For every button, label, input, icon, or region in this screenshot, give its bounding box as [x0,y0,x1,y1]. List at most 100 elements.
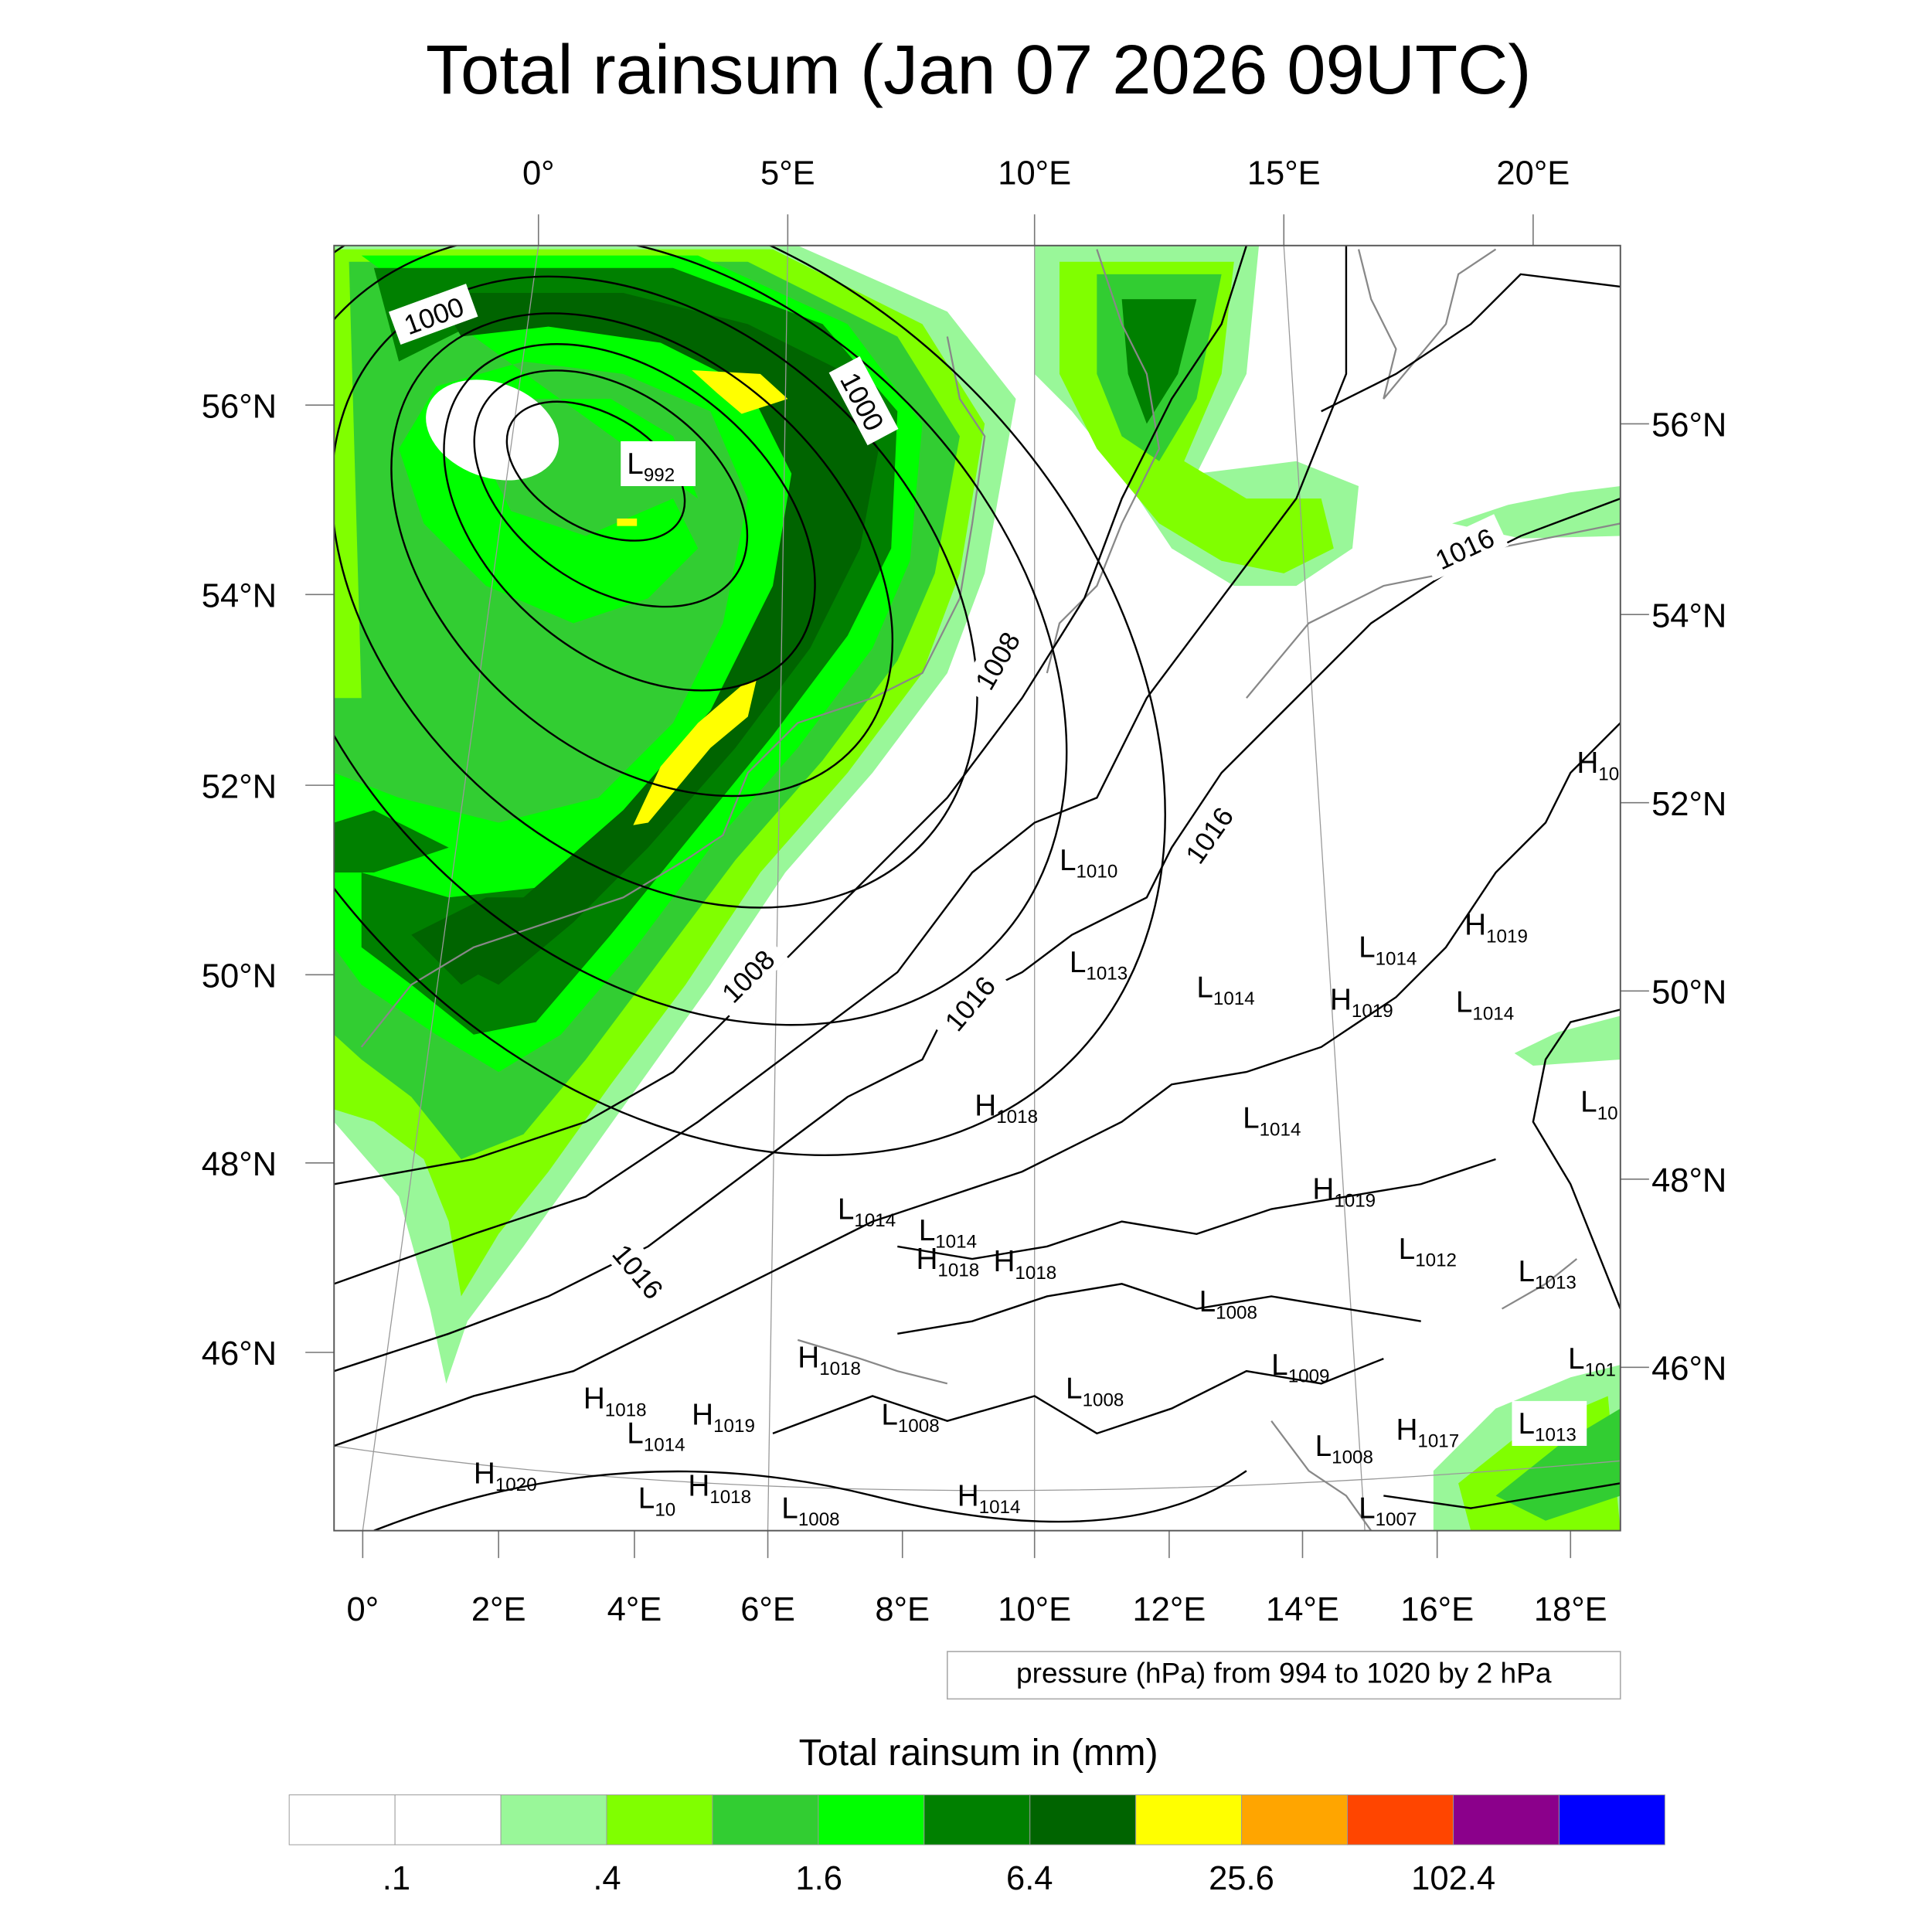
high-pressure-label: H1018 [688,1469,751,1508]
low-pressure-label: L1007 [1359,1492,1417,1531]
top-longitude-axis: 0° 5°E 10°E 15°E 20°E [522,155,1570,246]
colorbar-label: .4 [593,1860,621,1897]
pressure-center-letter: L [1243,1102,1260,1135]
pressure-center-letter: L [638,1482,655,1515]
pressure-center-value: 1009 [1288,1366,1330,1387]
high-pressure-label: H1018 [993,1245,1056,1284]
right-lat-label: 46°N [1651,1350,1726,1387]
pressure-center-letter: L [881,1399,898,1432]
left-lat-label: 48°N [202,1146,277,1183]
low-pressure-label: L1014 [1196,971,1254,1009]
pressure-center-letter: L [1070,946,1087,979]
pressure-center-value: 1012 [1415,1250,1457,1271]
pressure-center-value: 10 [1597,1103,1618,1124]
contour-info-text: pressure (hPa) from 994 to 1020 by 2 hPa [1016,1656,1552,1689]
low-pressure-label: L992 [627,447,675,486]
low-pressure-label: L10 [1580,1086,1617,1124]
bottom-lon-label: 8°E [875,1591,930,1628]
pressure-center-letter: H [1464,909,1486,942]
figure-title: Total rainsum (Jan 07 2026 09UTC) [426,31,1532,109]
pressure-center-value: 1013 [1086,964,1128,985]
high-pressure-label: H1014 [957,1479,1021,1518]
pressure-center-value: 101 [1585,1360,1616,1381]
bottom-lon-label: 14°E [1266,1591,1339,1628]
top-lon-label: 20°E [1496,155,1570,192]
pressure-center-value: 1007 [1376,1509,1417,1530]
colorbar-swatch [1347,1794,1454,1845]
colorbar-swatch [1135,1794,1243,1845]
pressure-center-letter: L [1568,1342,1585,1376]
left-lat-label: 46°N [202,1335,277,1372]
colorbar-swatch [1029,1794,1137,1845]
high-pressure-label: H1018 [975,1090,1038,1128]
pressure-center-letter: L [1456,986,1473,1019]
pressure-center-value: 1008 [1332,1447,1373,1468]
colorbar-swatch [818,1794,925,1845]
pressure-center-value: 10 [1598,764,1619,785]
high-pressure-label: H10 [1577,747,1619,785]
colorbar-labels: .1 .4 1.6 6.4 25.6 102.4 [383,1860,1495,1897]
colorbar-swatch [1558,1794,1665,1845]
pressure-center-letter: L [1315,1430,1332,1463]
top-lon-label: 5°E [760,155,815,192]
colorbar-swatch [606,1794,713,1845]
bottom-longitude-axis: 0° 2°E 4°E 6°E 8°E 10°E 12°E 14°E 16°E 1… [347,1530,1607,1628]
pressure-center-value: 1018 [937,1260,979,1281]
pressure-center-value: 992 [644,465,675,486]
pressure-center-letter: H [1330,983,1352,1016]
high-pressure-label: H1019 [1464,909,1528,947]
low-pressure-label: L1013 [1519,1255,1577,1294]
bottom-lon-label: 0° [347,1591,379,1628]
pressure-center-letter: H [916,1243,937,1276]
colorbar-label: 1.6 [795,1860,842,1897]
pressure-center-value: 1008 [898,1416,940,1437]
top-lon-label: 10°E [998,155,1071,192]
pressure-center-value: 1014 [1260,1119,1301,1140]
colorbar-title: Total rainsum in (mm) [799,1732,1158,1774]
map-frame [333,244,1621,1532]
high-pressure-label: H1019 [1312,1173,1376,1212]
low-pressure-label: L1008 [1066,1372,1124,1411]
colorbar-swatch [923,1794,1031,1845]
right-latitude-axis: 56°N 54°N 52°N 50°N 48°N 46°N [1620,407,1726,1387]
left-lat-label: 54°N [202,577,277,614]
left-lat-label: 50°N [202,957,277,995]
colorbar-swatch [288,1794,396,1845]
pressure-center-value: 1014 [979,1497,1021,1518]
top-lon-label: 15°E [1247,155,1321,192]
pressure-center-value: 1014 [1472,1003,1514,1024]
low-pressure-label: L10 [638,1482,675,1521]
pressure-center-letter: H [688,1469,709,1502]
low-pressure-label: L1014 [1243,1102,1301,1141]
pressure-center-letter: L [919,1214,936,1247]
high-pressure-label: H1018 [916,1243,979,1281]
pressure-center-letter: L [1519,1407,1536,1440]
low-pressure-label: L1012 [1399,1233,1457,1271]
low-pressure-label: L1008 [881,1399,939,1437]
low-pressure-label: L1010 [1060,844,1117,883]
rainfall-shading [334,245,1621,1531]
pressure-contours [334,245,1621,1531]
colorbar-swatch [712,1794,819,1845]
high-pressure-label: H1017 [1396,1413,1459,1452]
colorbar-label: .1 [383,1860,410,1897]
label-background [621,440,696,487]
pressure-center-letter: L [1196,971,1213,1004]
colorbar-label: 102.4 [1411,1860,1495,1897]
pressure-center-value: 1008 [1083,1389,1124,1410]
pressure-center-value: 1014 [854,1210,896,1231]
pressure-center-value: 1014 [1376,948,1417,969]
colorbar [288,1794,1665,1845]
pressure-center-letter: H [957,1479,979,1512]
low-pressure-label: L1013 [1070,946,1128,985]
pressure-center-letter: H [1312,1173,1334,1206]
pressure-center-letter: L [1359,931,1376,964]
colorbar-swatch [1241,1794,1349,1845]
pressure-center-value: 1018 [605,1400,647,1420]
pressure-center-letter: H [692,1399,713,1432]
pressure-center-letter: L [627,1417,644,1451]
map-area: 1000 1000 1008 1008 1016 1016 1016 1016 … [334,245,1621,1531]
pressure-center-letter: L [1199,1285,1216,1318]
left-lat-label: 56°N [202,388,277,425]
